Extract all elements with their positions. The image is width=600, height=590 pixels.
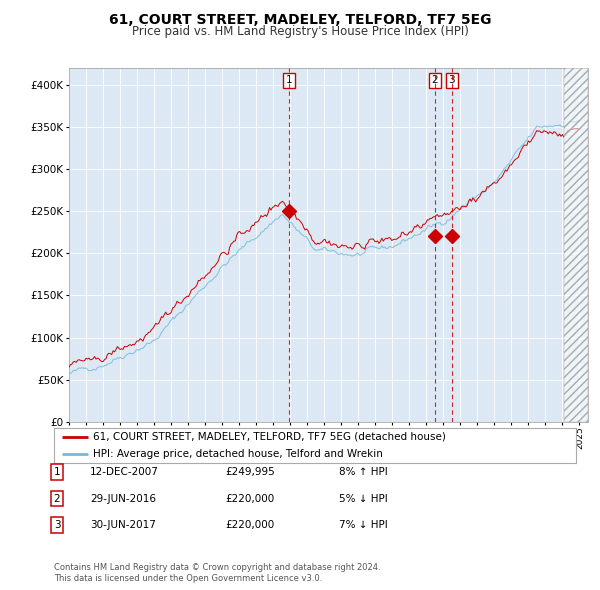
- Text: 29-JUN-2016: 29-JUN-2016: [90, 494, 156, 503]
- Text: £249,995: £249,995: [225, 467, 275, 477]
- Text: 61, COURT STREET, MADELEY, TELFORD, TF7 5EG (detached house): 61, COURT STREET, MADELEY, TELFORD, TF7 …: [93, 432, 446, 441]
- Text: This data is licensed under the Open Government Licence v3.0.: This data is licensed under the Open Gov…: [54, 574, 322, 583]
- Text: 12-DEC-2007: 12-DEC-2007: [90, 467, 159, 477]
- Text: HPI: Average price, detached house, Telford and Wrekin: HPI: Average price, detached house, Telf…: [93, 450, 383, 459]
- Text: Contains HM Land Registry data © Crown copyright and database right 2024.: Contains HM Land Registry data © Crown c…: [54, 563, 380, 572]
- Text: 7% ↓ HPI: 7% ↓ HPI: [339, 520, 388, 530]
- Text: 3: 3: [53, 520, 61, 530]
- Text: 8% ↑ HPI: 8% ↑ HPI: [339, 467, 388, 477]
- Text: 1: 1: [286, 76, 292, 86]
- Text: 61, COURT STREET, MADELEY, TELFORD, TF7 5EG: 61, COURT STREET, MADELEY, TELFORD, TF7 …: [109, 13, 491, 27]
- Text: £220,000: £220,000: [225, 520, 274, 530]
- Text: 2: 2: [431, 76, 438, 86]
- Text: 5% ↓ HPI: 5% ↓ HPI: [339, 494, 388, 503]
- Polygon shape: [564, 68, 588, 422]
- Text: 3: 3: [448, 76, 455, 86]
- Text: £220,000: £220,000: [225, 494, 274, 503]
- Text: 30-JUN-2017: 30-JUN-2017: [90, 520, 156, 530]
- Text: Price paid vs. HM Land Registry's House Price Index (HPI): Price paid vs. HM Land Registry's House …: [131, 25, 469, 38]
- Text: 1: 1: [53, 467, 61, 477]
- Text: 2: 2: [53, 494, 61, 503]
